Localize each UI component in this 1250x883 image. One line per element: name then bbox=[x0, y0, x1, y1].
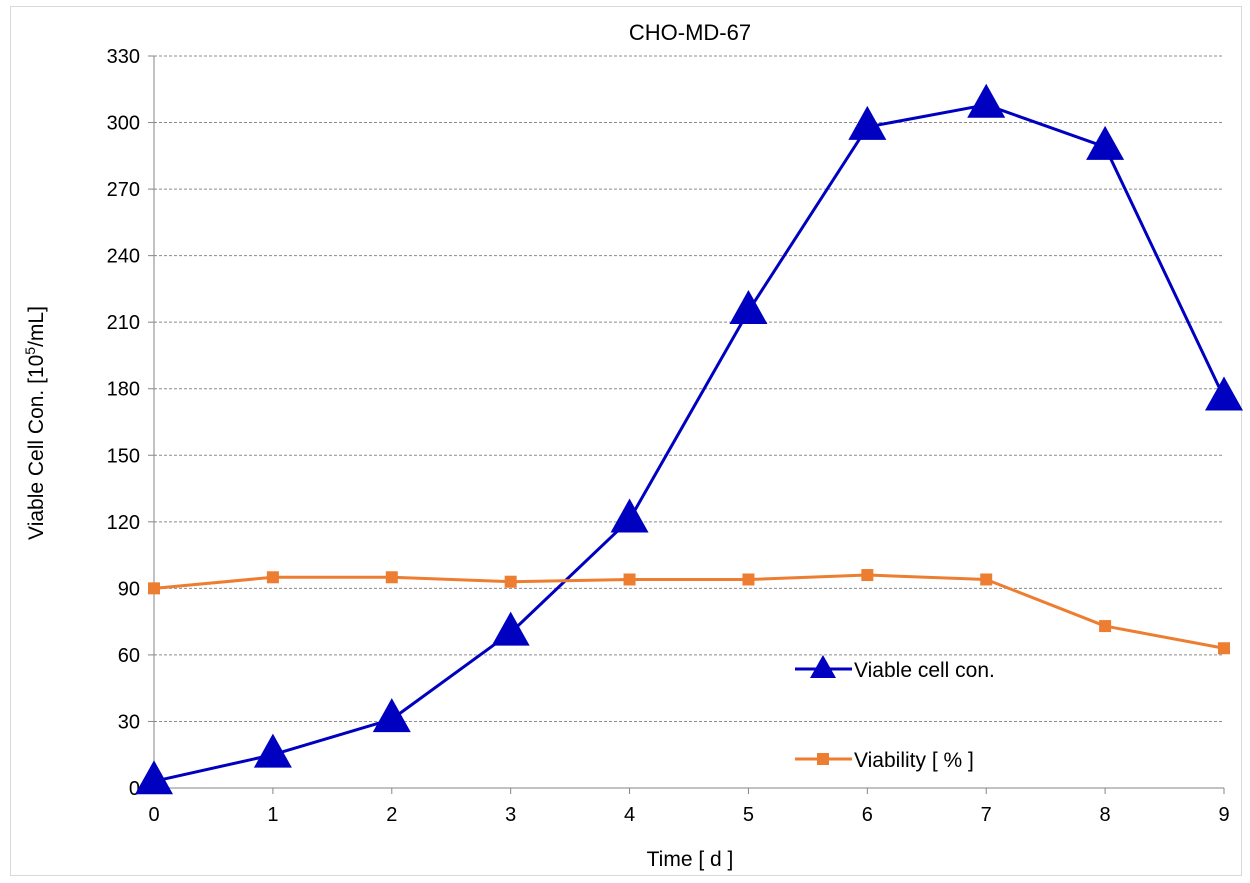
x-tick-label-5: 5 bbox=[743, 804, 754, 826]
y-tick-labels: 0 30 60 90 120 150 180 210 240 270 300 330 bbox=[107, 46, 140, 800]
data-point-viability-8 bbox=[1099, 620, 1112, 633]
data-point-viability-6 bbox=[861, 569, 874, 582]
axes bbox=[148, 55, 1225, 794]
data-point-viability-7 bbox=[980, 573, 993, 586]
y-tick-label-0: 0 bbox=[129, 778, 140, 800]
legend-marker-triangle bbox=[810, 655, 836, 678]
data-point-viability-1 bbox=[266, 571, 279, 584]
y-tick-label-180: 180 bbox=[107, 379, 140, 401]
data-point-viable-cell-9 bbox=[1205, 376, 1243, 411]
y-axis-label: Viable Cell Con. [105/mL] bbox=[22, 306, 48, 540]
data-point-viable-cell-4 bbox=[610, 498, 649, 533]
y-tick-label-240: 240 bbox=[107, 246, 140, 268]
x-tick-label-3: 3 bbox=[505, 804, 516, 826]
legend-label-viable-cell: Viable cell con. bbox=[854, 659, 995, 682]
legend-label-viability: Viability [ % ] bbox=[854, 749, 974, 772]
y-tick-label-330: 330 bbox=[107, 46, 140, 68]
data-point-viability-0 bbox=[148, 582, 160, 595]
data-point-viable-cell-6 bbox=[848, 105, 887, 140]
x-axis-label: Time [ d ] bbox=[647, 848, 734, 871]
gridlines bbox=[154, 55, 1224, 722]
y-axis-label-tail: /mL] bbox=[25, 306, 48, 347]
legend-marker-square bbox=[817, 753, 829, 765]
data-point-viable-cell-8 bbox=[1086, 125, 1125, 160]
y-tick-label-30: 30 bbox=[118, 711, 140, 733]
x-tick-label-4: 4 bbox=[624, 804, 635, 826]
data-point-viable-cell-2 bbox=[372, 698, 411, 733]
data-point-viable-cell-0 bbox=[135, 760, 173, 795]
data-point-viable-cell-5 bbox=[729, 290, 768, 325]
series bbox=[135, 83, 1243, 795]
y-axis-label-superscript: 5 bbox=[22, 347, 38, 355]
x-tick-label-8: 8 bbox=[1100, 804, 1111, 826]
chart-frame bbox=[10, 6, 1242, 876]
y-tick-label-120: 120 bbox=[107, 512, 140, 534]
series-line-viable-cell bbox=[153, 103, 1226, 783]
x-tick-label-0: 0 bbox=[148, 804, 159, 826]
x-tick-label-1: 1 bbox=[267, 804, 278, 826]
y-tick-label-60: 60 bbox=[118, 645, 140, 667]
legend: Viable cell con. Viability [ % ] bbox=[795, 655, 995, 772]
data-point-viable-cell-7 bbox=[967, 83, 1006, 118]
legend-item-viable-cell: Viable cell con. bbox=[795, 655, 995, 682]
y-tick-label-90: 90 bbox=[118, 578, 140, 600]
data-point-viability-5 bbox=[742, 573, 755, 586]
x-tick-label-7: 7 bbox=[981, 804, 992, 826]
data-point-viability-9 bbox=[1218, 642, 1230, 655]
y-tick-label-300: 300 bbox=[107, 113, 140, 135]
data-point-viable-cell-1 bbox=[253, 733, 292, 768]
data-point-viability-4 bbox=[623, 573, 636, 586]
series-line-viability bbox=[153, 573, 1225, 650]
legend-item-viability: Viability [ % ] bbox=[795, 749, 974, 772]
y-tick-label-210: 210 bbox=[107, 312, 140, 334]
y-tick-label-150: 150 bbox=[107, 445, 140, 467]
y-axis-label-main: Viable Cell Con. [10 bbox=[25, 355, 48, 540]
data-point-viable-cell-3 bbox=[491, 611, 530, 646]
x-tick-label-9: 9 bbox=[1218, 804, 1229, 826]
x-tick-labels: 0 1 2 3 4 5 6 7 8 9 bbox=[148, 804, 1229, 826]
data-point-viability-3 bbox=[504, 575, 517, 588]
x-tick-label-2: 2 bbox=[386, 804, 397, 826]
y-tick-label-270: 270 bbox=[107, 179, 140, 201]
x-tick-label-6: 6 bbox=[862, 804, 873, 826]
data-point-viability-2 bbox=[385, 571, 398, 584]
chart-title: CHO-MD-67 bbox=[629, 20, 751, 45]
